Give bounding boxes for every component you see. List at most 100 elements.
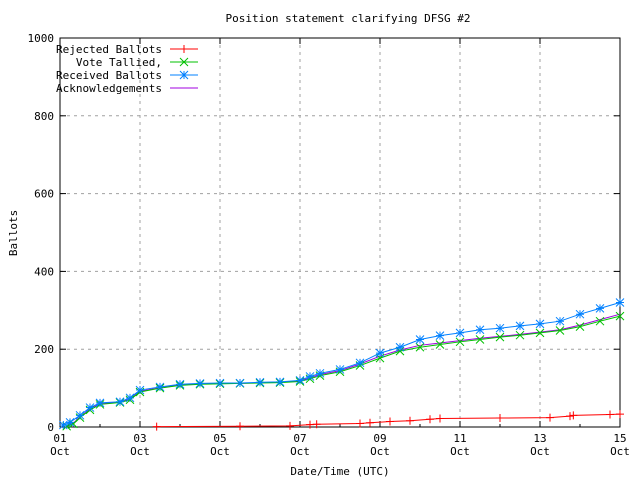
data-point [616, 410, 624, 419]
legend-label: Received Ballots [56, 69, 162, 82]
x-tick-label-month: Oct [450, 445, 470, 458]
x-tick-label-month: Oct [130, 445, 150, 458]
x-tick-label-day: 01 [53, 432, 66, 445]
data-point [475, 325, 485, 335]
data-point [305, 372, 315, 381]
y-tick-label: 600 [34, 188, 54, 201]
x-tick-label-month: Oct [50, 445, 70, 458]
series-layer [58, 298, 625, 431]
data-point [395, 342, 405, 352]
data-point [615, 298, 625, 307]
data-point [615, 311, 625, 321]
data-point [435, 340, 445, 349]
data-point [195, 379, 205, 388]
data-point [95, 398, 105, 408]
x-tick-label-month: Oct [370, 445, 390, 458]
data-point [152, 422, 161, 431]
x-tick-label-month: Oct [610, 445, 630, 458]
data-point [65, 417, 75, 427]
data-point [58, 420, 68, 430]
data-point [386, 417, 394, 426]
data-point [175, 379, 185, 389]
data-point [515, 330, 525, 340]
x-tick-label-month: Oct [210, 445, 230, 458]
x-axis-label: Date/Time (UTC) [290, 465, 389, 478]
legend-label: Vote Tallied, [76, 56, 162, 69]
data-point [495, 332, 505, 342]
plot-border [59, 37, 621, 428]
data-point [312, 420, 321, 429]
data-point [606, 410, 614, 419]
data-point [496, 414, 504, 423]
y-axis-label: Ballots [7, 210, 20, 256]
data-point [575, 322, 585, 331]
series-received-ballots [58, 298, 625, 430]
data-point [415, 335, 425, 344]
data-point [566, 412, 574, 421]
data-point [366, 418, 374, 427]
data-point [135, 385, 145, 395]
data-point [595, 316, 605, 326]
data-point [375, 348, 385, 358]
data-point [435, 331, 445, 340]
data-point [335, 365, 345, 374]
data-point [85, 403, 95, 412]
data-point [286, 421, 294, 430]
data-point [455, 337, 465, 347]
data-point [236, 422, 244, 431]
legend-label: Acknowledgements [56, 82, 162, 95]
x-tick-label-month: Oct [530, 445, 550, 458]
data-point [275, 377, 285, 387]
data-point [255, 377, 265, 387]
data-point [115, 397, 125, 407]
data-point [406, 416, 414, 425]
data-point [125, 393, 135, 403]
x-tick-label-month: Oct [290, 445, 310, 458]
data-point [235, 378, 245, 388]
data-point [355, 358, 365, 368]
data-point [569, 411, 578, 420]
x-tick-label-day: 09 [373, 432, 386, 445]
data-point [475, 335, 485, 344]
data-point [535, 319, 545, 329]
series-rejected-ballots [152, 410, 624, 431]
x-tick-label-day: 11 [453, 432, 466, 445]
data-point [315, 368, 325, 378]
data-point [426, 415, 434, 424]
y-tick-label: 800 [34, 110, 54, 123]
x-tick-label-day: 03 [133, 432, 146, 445]
y-tick-label: 400 [34, 265, 54, 278]
y-tick-label: 0 [47, 421, 54, 434]
data-point [595, 304, 605, 313]
data-point [515, 321, 525, 331]
legend-label: Rejected Ballots [56, 43, 162, 56]
data-point [75, 410, 85, 420]
x-tick-label-day: 05 [213, 432, 226, 445]
data-point [436, 414, 444, 423]
data-point [555, 316, 565, 326]
data-point [356, 419, 364, 428]
axes: 0200400600800100001Oct03Oct05Oct07Oct09O… [28, 32, 630, 458]
x-tick-label-day: 07 [293, 432, 306, 445]
y-tick-label: 1000 [28, 32, 55, 45]
legend-marker [179, 70, 189, 80]
x-tick-label-day: 15 [613, 432, 626, 445]
legend-marker [180, 45, 188, 53]
y-tick-label: 200 [34, 343, 54, 356]
data-point [155, 382, 165, 392]
data-point [455, 328, 465, 338]
grid [60, 38, 620, 427]
data-point [415, 342, 425, 352]
data-point [295, 375, 305, 385]
data-point [215, 378, 225, 388]
legend-marker [179, 57, 189, 67]
chart-title: Position statement clarifying DFSG #2 [225, 12, 470, 25]
series-vote-tallied [62, 311, 625, 431]
x-tick-label-day: 13 [533, 432, 546, 445]
data-point [555, 326, 565, 335]
data-point [575, 309, 585, 319]
data-point [546, 413, 554, 422]
data-point [495, 323, 505, 333]
